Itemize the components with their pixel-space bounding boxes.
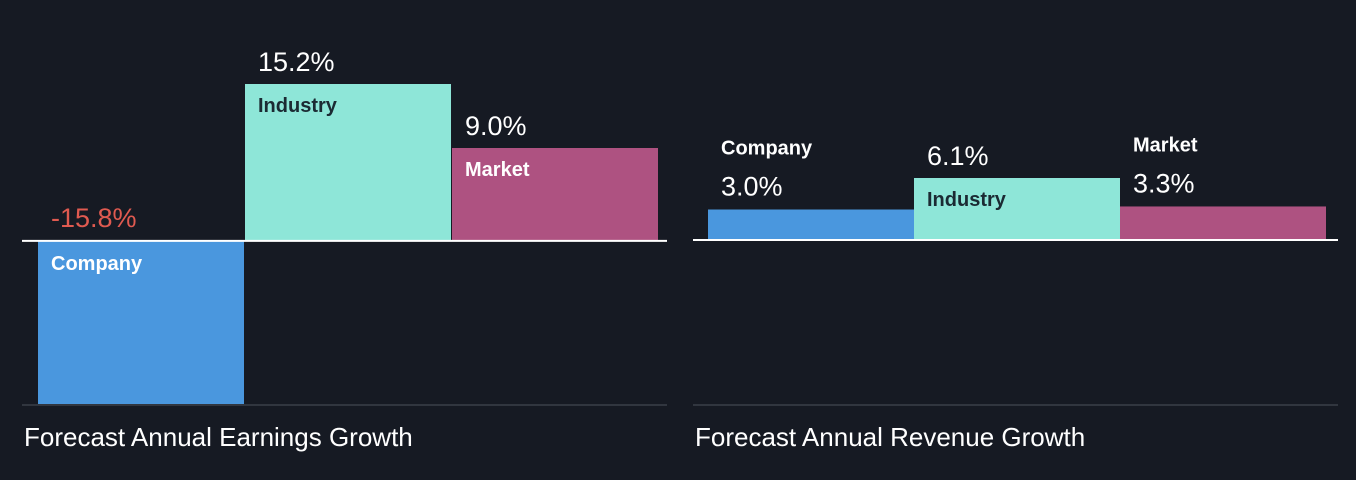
revenue-bar-industry: [914, 178, 1120, 240]
earnings-bar-industry: [245, 84, 451, 241]
revenue-bar-market: [1120, 206, 1326, 240]
earnings-bar-company: [38, 240, 244, 404]
revenue-value-label-industry: 6.1%: [927, 141, 989, 171]
revenue-bar-company: [708, 209, 914, 240]
earnings-value-label-industry: 15.2%: [258, 47, 335, 77]
revenue-chart-title: Forecast Annual Revenue Growth: [695, 422, 1086, 452]
earnings-value-label-market: 9.0%: [465, 111, 527, 141]
earnings-category-label-market: Market: [465, 159, 530, 181]
earnings-bar-market: [452, 148, 658, 241]
revenue-category-label-industry: Industry: [927, 189, 1007, 211]
revenue-category-label-company: Company: [721, 138, 813, 160]
revenue-category-label-market: Market: [1133, 134, 1198, 156]
earnings-chart-title: Forecast Annual Earnings Growth: [24, 422, 413, 452]
earnings-category-label-industry: Industry: [258, 95, 338, 117]
earnings-category-label-company: Company: [51, 253, 143, 275]
revenue-value-label-company: 3.0%: [721, 172, 783, 202]
revenue-value-label-market: 3.3%: [1133, 168, 1195, 198]
earnings-value-label-company: -15.8%: [51, 203, 137, 233]
